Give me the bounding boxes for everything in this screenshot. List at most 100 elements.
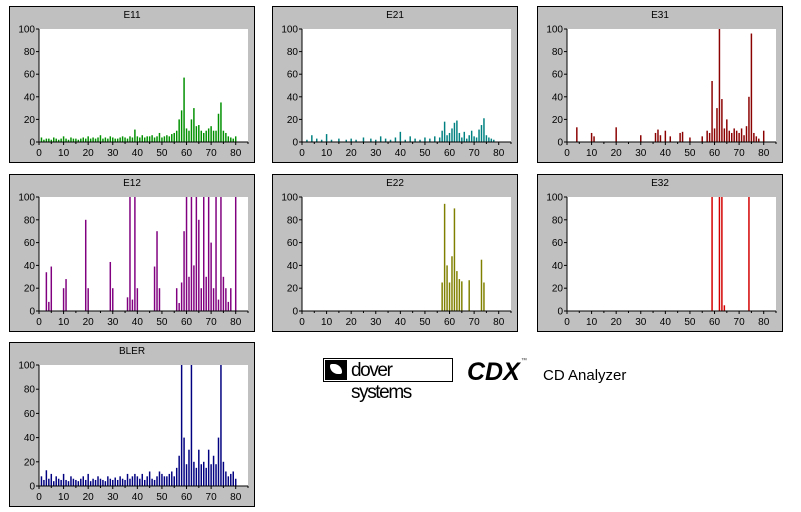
bar (195, 197, 198, 311)
bar (50, 266, 53, 311)
bar (466, 138, 468, 142)
bar (203, 461, 205, 486)
x-tick-label: 80 (493, 148, 505, 159)
bar (171, 134, 173, 142)
bar (463, 131, 466, 142)
bar (99, 135, 102, 142)
bar (143, 137, 146, 142)
x-tick-label: 50 (684, 148, 696, 159)
bar (45, 272, 48, 311)
bar (723, 305, 726, 311)
plot-area (302, 29, 511, 142)
chart-title: E22 (386, 178, 404, 189)
x-tick-label: 30 (107, 317, 119, 328)
chart-panel-e31: 0 20 40 60 80 100 0 10 20 30 40 50 60 70 80 E31 (537, 6, 783, 163)
x-tick-label: 50 (156, 492, 168, 503)
bar (148, 136, 151, 142)
y-tick-label: 40 (552, 261, 564, 272)
bar (112, 479, 114, 486)
bar (441, 130, 443, 142)
bar (325, 134, 328, 142)
y-tick-label: 20 (24, 284, 36, 295)
bar (136, 136, 139, 142)
bar (593, 136, 595, 142)
x-tick-label: 70 (469, 317, 481, 328)
chart-e21: 0 20 40 60 80 100 0 10 20 30 40 50 60 70 80 (281, 25, 512, 159)
bar (175, 130, 178, 142)
bar (97, 476, 99, 486)
bar (94, 138, 97, 142)
chart-panel-e12: 0 20 40 60 80 100 0 10 20 30 40 50 60 70 80 E12 (9, 174, 255, 332)
bar (473, 136, 475, 142)
chart-panel-e32: 0 20 40 60 80 100 0 10 20 30 40 50 60 70 80 E32 (537, 174, 783, 332)
y-tick-label: 40 (24, 433, 36, 444)
bar (225, 471, 227, 486)
bar (679, 132, 681, 142)
bar (311, 135, 313, 142)
bar (143, 479, 146, 486)
bar (67, 481, 70, 486)
bar (121, 478, 124, 486)
bar (198, 449, 200, 486)
x-tick-label: 30 (370, 317, 382, 328)
bar (389, 139, 392, 142)
x-tick-label: 40 (395, 317, 407, 328)
chart-title: BLER (118, 346, 146, 357)
bar (190, 197, 193, 311)
bar (470, 130, 473, 142)
bar (664, 130, 667, 142)
x-tick-label: 60 (444, 317, 456, 328)
chart-panel-e11: 0 20 40 60 80 100 0 10 20 30 40 50 60 70 80 E11 (9, 6, 255, 163)
bar (141, 135, 144, 142)
x-tick-label: 50 (419, 317, 431, 328)
bar (183, 77, 185, 142)
bar (89, 481, 92, 486)
bar (230, 137, 232, 142)
bar (458, 132, 461, 142)
bar (102, 138, 104, 142)
chart-e31: 0 20 40 60 80 100 0 10 20 30 40 50 60 70 80 (546, 25, 777, 159)
chart-e12: 0 20 40 60 80 100 0 10 20 30 40 50 60 70 80 (18, 193, 249, 328)
bar (232, 471, 234, 486)
bar (735, 130, 738, 142)
bar (99, 478, 102, 486)
bar (75, 138, 77, 142)
bar (146, 136, 148, 142)
bar (70, 137, 72, 142)
bar (109, 261, 112, 311)
bar (48, 301, 50, 311)
y-tick-label: 20 (287, 284, 299, 295)
x-tick-label: 50 (419, 148, 431, 159)
bar (158, 288, 161, 311)
x-tick-label: 60 (181, 148, 193, 159)
bar (434, 136, 436, 142)
x-tick-label: 20 (611, 148, 623, 159)
bar (134, 473, 136, 486)
bar (758, 138, 760, 142)
bar (72, 478, 75, 486)
bar (50, 139, 53, 142)
bar (320, 139, 323, 142)
bar (220, 102, 222, 142)
bar (711, 197, 713, 311)
bar (478, 129, 480, 142)
bar (48, 138, 50, 142)
x-tick-label: 10 (321, 317, 333, 328)
y-tick-label: 80 (552, 47, 564, 58)
bar (156, 231, 158, 311)
y-tick-label: 80 (24, 385, 36, 396)
bar (40, 137, 43, 142)
y-tick-label: 100 (18, 193, 35, 204)
y-tick-label: 100 (281, 193, 298, 204)
chart-e22: 0 20 40 60 80 100 0 10 20 30 40 50 60 70 80 (281, 193, 512, 328)
x-tick-label: 70 (206, 148, 218, 159)
bar (80, 138, 82, 142)
x-tick-label: 10 (586, 148, 598, 159)
x-tick-label: 80 (230, 317, 242, 328)
bar (180, 282, 183, 311)
bar (193, 461, 195, 486)
chart-title: E11 (123, 10, 141, 21)
bar (158, 471, 161, 486)
bar (195, 126, 198, 142)
bar (205, 130, 207, 142)
